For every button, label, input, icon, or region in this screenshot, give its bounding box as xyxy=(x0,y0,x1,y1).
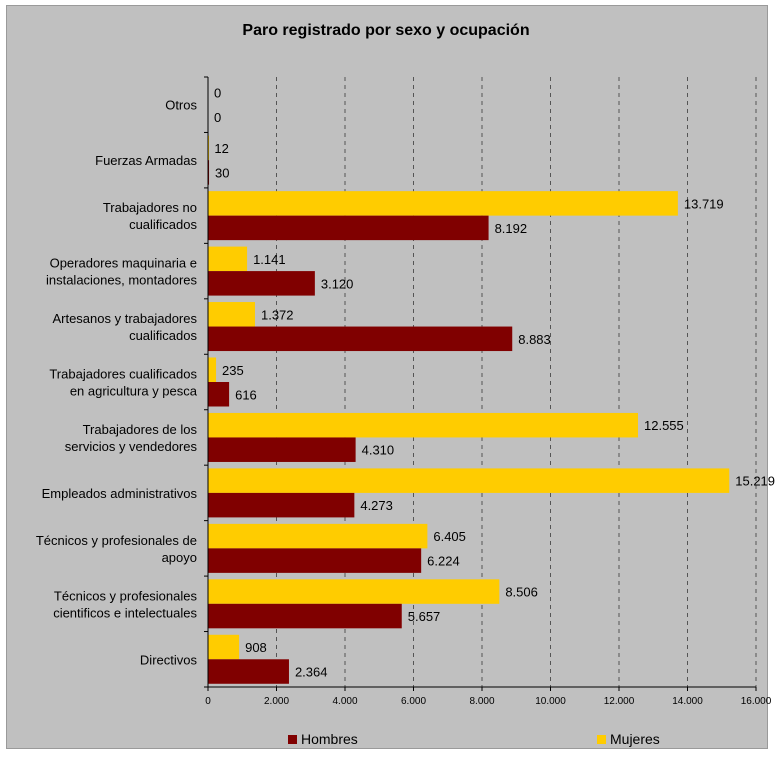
bar-hombres-2 xyxy=(208,215,489,241)
bar-hombres-8 xyxy=(208,548,422,573)
value-label-mujeres-8: 6.405 xyxy=(433,529,466,544)
bar-hombres-5 xyxy=(208,382,230,407)
bar-mujeres-3 xyxy=(208,246,248,272)
bar-hombres-6 xyxy=(208,437,356,462)
bar-mujeres-5 xyxy=(208,357,217,382)
category-label-line: Trabajadores de los xyxy=(83,422,198,437)
x-tick-label-7: 14.000 xyxy=(672,696,703,707)
category-label-line: cientificos e intelectuales xyxy=(53,605,197,620)
category-label-6: Trabajadores de los servicios y vendedore… xyxy=(65,422,198,454)
value-label-hombres-1: 30 xyxy=(215,165,229,180)
bar-mujeres-8 xyxy=(208,523,428,549)
value-label-hombres-2: 8.192 xyxy=(495,221,528,236)
category-label-line: Operadores maquinaria e xyxy=(50,256,197,271)
value-label-mujeres-4: 1.372 xyxy=(261,307,294,322)
category-label-line: Directivos xyxy=(140,652,198,667)
category-label-10: Directivos xyxy=(140,652,198,667)
bar-mujeres-10 xyxy=(208,634,240,660)
x-tick-label-3: 6.000 xyxy=(401,696,426,707)
bar-mujeres-2 xyxy=(208,191,678,216)
value-label-mujeres-5: 235 xyxy=(222,363,244,378)
category-label-line: cualificados xyxy=(129,328,197,343)
value-label-mujeres-1: 12 xyxy=(214,141,228,156)
value-label-mujeres-3: 1.141 xyxy=(253,252,286,267)
value-label-mujeres-10: 908 xyxy=(245,640,267,655)
category-label-1: Fuerzas Armadas xyxy=(95,153,197,168)
category-label-9: Técnicos y profesionales cientificos e in… xyxy=(53,588,197,620)
x-tick-label-0: 0 xyxy=(205,696,211,707)
bar-mujeres-4 xyxy=(208,302,255,327)
category-label-line: cualificados xyxy=(129,217,197,232)
category-label-line: Trabajadores cualificados xyxy=(49,367,197,382)
value-label-hombres-5: 616 xyxy=(235,387,257,402)
value-label-hombres-9: 5.657 xyxy=(408,609,441,624)
bar-hombres-10 xyxy=(208,659,289,684)
bar-hombres-3 xyxy=(208,271,315,296)
x-tick-label-2: 4.000 xyxy=(332,696,357,707)
category-label-line: Fuerzas Armadas xyxy=(95,153,197,168)
category-label-line: Técnicos y profesionales xyxy=(54,588,198,603)
value-label-mujeres-2: 13.719 xyxy=(684,196,724,211)
x-tick-label-1: 2.000 xyxy=(264,696,289,707)
category-label-line: instalaciones, montadores xyxy=(46,273,198,288)
x-tick-label-6: 12.000 xyxy=(604,696,635,707)
category-label-0: Otros xyxy=(165,98,197,113)
value-label-hombres-0: 0 xyxy=(214,110,221,125)
category-label-line: Artesanos y trabajadores xyxy=(52,311,197,326)
category-label-7: Empleados administrativos xyxy=(42,486,198,501)
value-label-mujeres-0: 0 xyxy=(214,85,221,100)
value-label-hombres-4: 8.883 xyxy=(518,332,551,347)
bar-mujeres-9 xyxy=(208,579,500,604)
category-label-line: servicios y vendedores xyxy=(65,439,198,454)
x-tick-label-8: 16.000 xyxy=(741,696,772,707)
value-label-hombres-10: 2.364 xyxy=(295,665,328,680)
category-label-2: Trabajadores no cualificados xyxy=(103,200,198,232)
bar-mujeres-7 xyxy=(208,468,730,493)
value-label-hombres-6: 4.310 xyxy=(362,443,395,458)
category-label-line: apoyo xyxy=(162,550,197,565)
category-label-8: Técnicos y profesionales de apoyo xyxy=(36,533,197,565)
chart-title: Paro registrado por sexo y ocupación xyxy=(242,22,530,39)
bar-hombres-7 xyxy=(208,492,355,518)
category-label-line: Otros xyxy=(165,98,197,113)
category-label-line: Trabajadores no xyxy=(103,200,197,215)
category-label-5: Trabajadores cualificados en agricultura … xyxy=(49,367,197,399)
x-tick-label-4: 8.000 xyxy=(469,696,494,707)
bar-hombres-1 xyxy=(208,160,210,185)
bar-hombres-9 xyxy=(208,603,402,629)
bar-mujeres-6 xyxy=(208,412,639,438)
bar-hombres-4 xyxy=(208,326,513,352)
category-label-3: Operadores maquinaria e instalaciones, mo… xyxy=(46,256,198,288)
category-label-line: en agricultura y pesca xyxy=(70,384,198,399)
x-tick-label-5: 10.000 xyxy=(535,696,566,707)
value-label-hombres-7: 4.273 xyxy=(360,498,393,513)
value-label-hombres-3: 3.120 xyxy=(321,276,354,291)
value-label-hombres-8: 6.224 xyxy=(427,554,460,569)
category-label-4: Artesanos y trabajadores cualificados xyxy=(52,311,197,343)
value-label-mujeres-7: 15.219 xyxy=(735,474,775,489)
category-label-line: Técnicos y profesionales de xyxy=(36,533,197,548)
value-label-mujeres-6: 12.555 xyxy=(644,418,684,433)
category-label-line: Empleados administrativos xyxy=(42,486,198,501)
value-label-mujeres-9: 8.506 xyxy=(505,585,538,600)
